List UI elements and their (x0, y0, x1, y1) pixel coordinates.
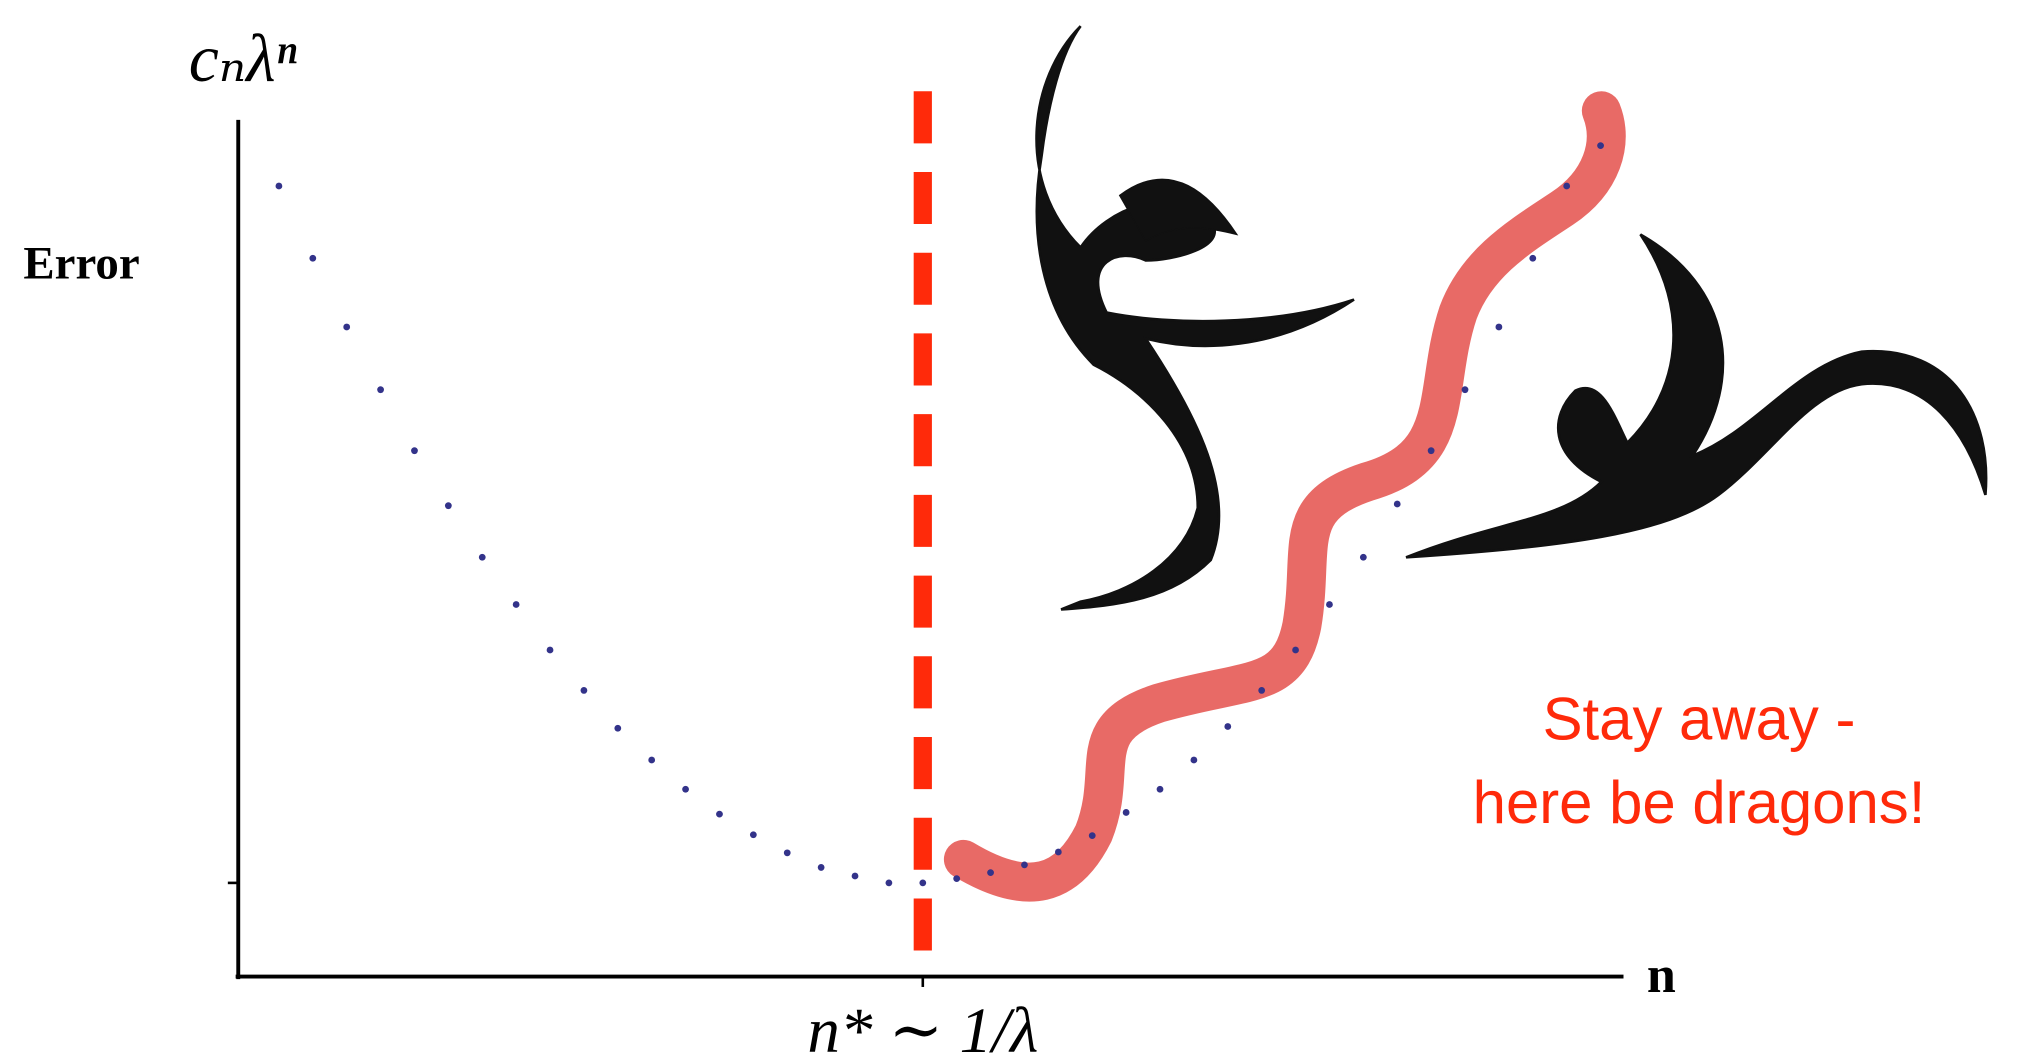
point (445, 502, 452, 509)
point (411, 447, 418, 454)
point (1292, 647, 1299, 654)
point (1224, 723, 1231, 730)
point (987, 869, 994, 876)
point (1394, 501, 1401, 508)
point (1428, 447, 1435, 454)
point (1191, 757, 1198, 764)
point (343, 324, 350, 331)
point (784, 849, 791, 856)
point (1462, 386, 1469, 393)
point (479, 554, 486, 561)
point (1021, 861, 1028, 868)
y-label: cₙλⁿ (189, 21, 298, 96)
point (886, 880, 893, 887)
point (614, 725, 621, 732)
point (513, 601, 520, 608)
x-tick-label: n* ∼ 1/λ (807, 995, 1038, 1060)
point (1563, 183, 1570, 190)
point (1055, 849, 1062, 856)
x-label: n (1647, 947, 1676, 1004)
point (648, 757, 655, 764)
point (276, 183, 283, 190)
point (581, 687, 588, 694)
chart: cₙλⁿ Error n n* ∼ 1/λ Stay away - here be … (0, 0, 2031, 1060)
annotation: Stay away - (1543, 686, 1856, 753)
y-caption: Error (23, 238, 139, 290)
point (1157, 786, 1164, 793)
point (547, 647, 554, 654)
annotation: here be dragons! (1473, 769, 1926, 836)
point (1258, 687, 1265, 694)
point (1089, 832, 1096, 839)
point (716, 811, 723, 818)
point (852, 873, 859, 880)
point (818, 864, 825, 871)
point (953, 875, 960, 882)
point (1597, 142, 1604, 149)
point (1326, 601, 1333, 608)
point (1123, 809, 1130, 816)
point (682, 786, 689, 793)
point (1529, 255, 1536, 262)
point (377, 386, 384, 393)
point (919, 880, 926, 887)
point (1360, 554, 1367, 561)
point (309, 255, 316, 262)
point (1496, 324, 1503, 331)
point (750, 831, 757, 838)
page: {"chart_data": { "type": "scatter", "y_l… (0, 0, 2031, 1060)
